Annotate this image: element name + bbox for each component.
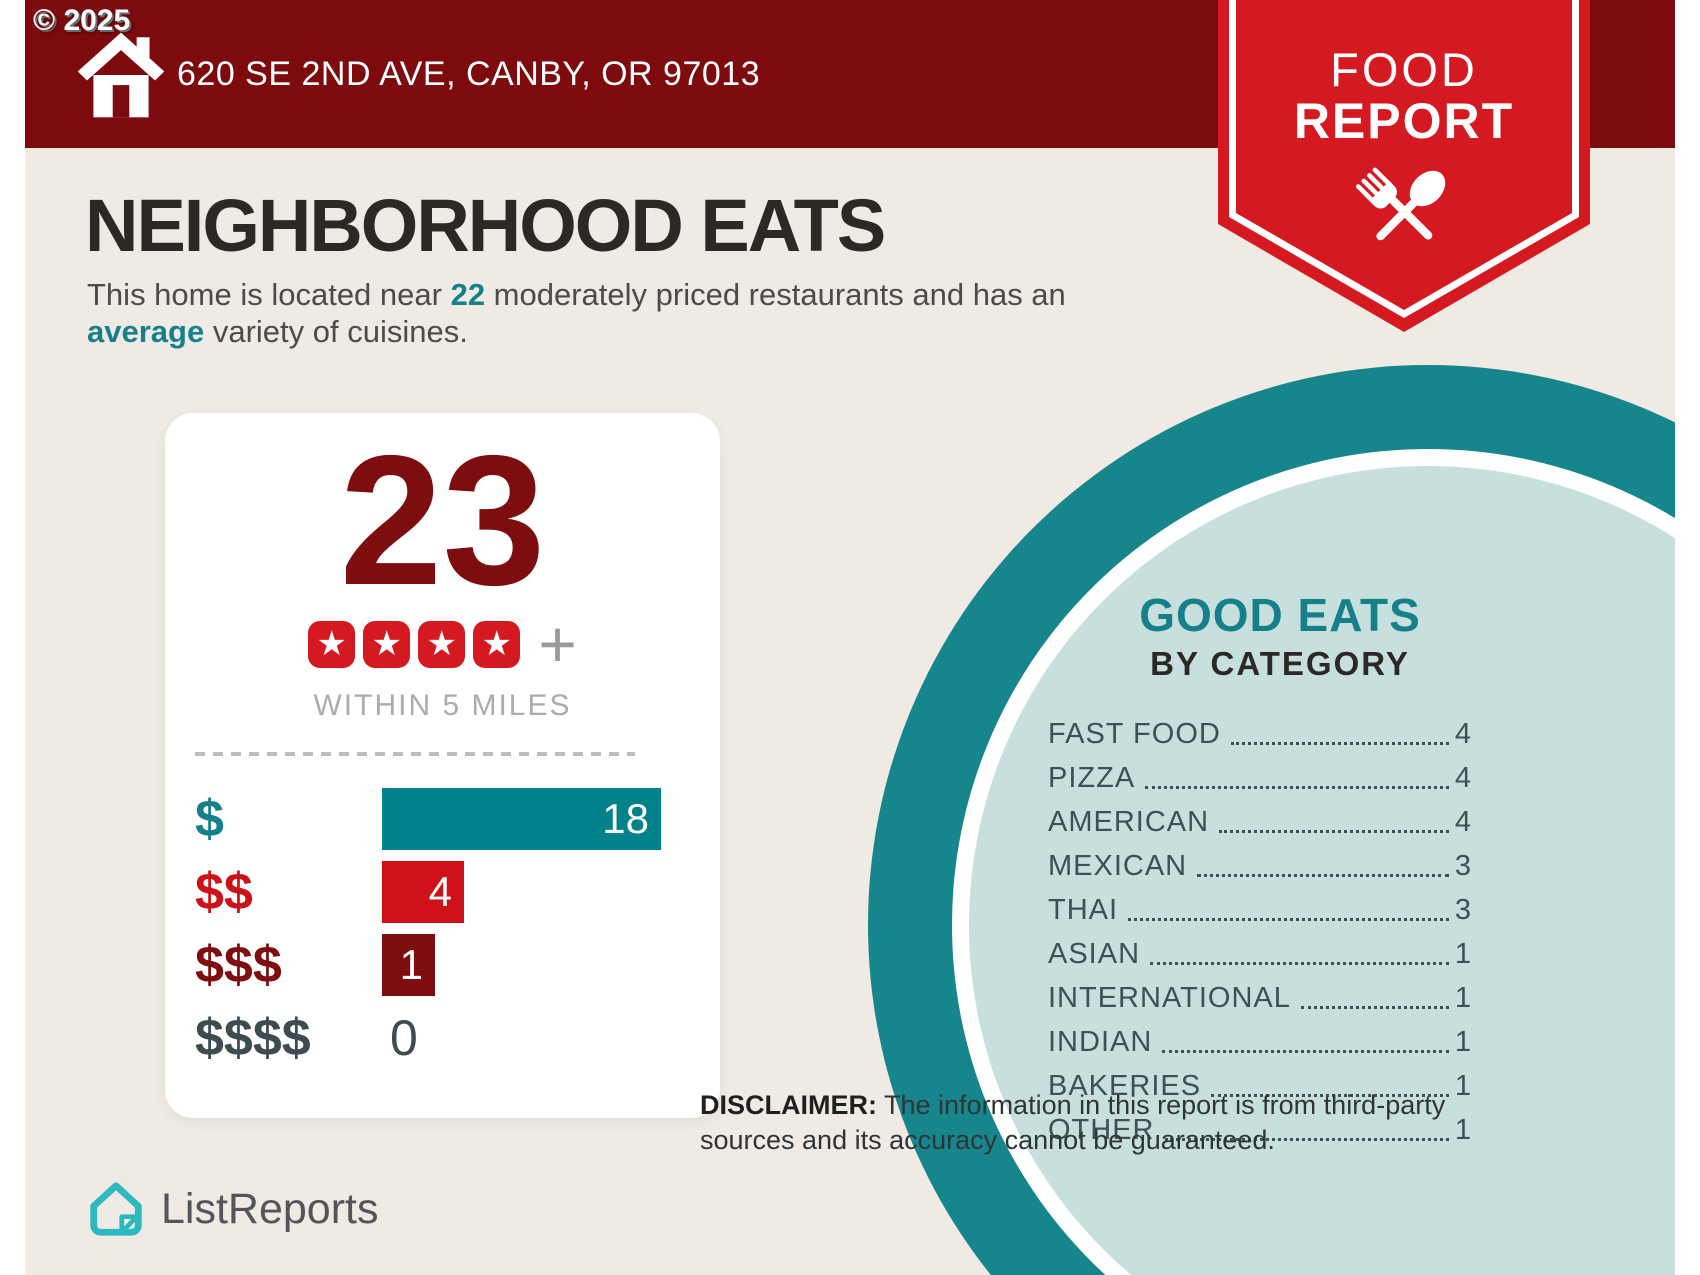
- price-tier-value: 0: [390, 1010, 418, 1066]
- listreports-logo-icon: [90, 1182, 142, 1236]
- dotted-leader: [1230, 742, 1449, 745]
- category-value: 3: [1454, 894, 1472, 926]
- property-address: 620 SE 2ND AVE, CANBY, OR 97013: [177, 54, 761, 93]
- good-eats-title: GOOD EATS: [1139, 589, 1421, 641]
- dotted-leader: [1219, 830, 1449, 833]
- star-rating: ★ ★ ★ ★ +: [165, 606, 720, 681]
- dotted-leader: [1145, 786, 1449, 789]
- intro-part1: This home is located near: [87, 277, 451, 312]
- star-icon: ★: [418, 620, 466, 668]
- good-eats-subtitle: BY CATEGORY: [1150, 645, 1410, 682]
- category-row: AMERICAN 4: [1048, 801, 1472, 845]
- ribbon-shape: [1218, 0, 1590, 332]
- category-row: THAI 3: [1048, 889, 1472, 933]
- price-tier-label: $: [195, 790, 224, 848]
- category-value: 1: [1454, 938, 1472, 970]
- price-tier-bar: 18: [382, 788, 661, 850]
- restaurant-count: 22: [450, 277, 486, 312]
- star-icon: ★: [363, 620, 411, 668]
- category-label: INTERNATIONAL: [1048, 982, 1291, 1014]
- category-row: INDIAN 1: [1048, 1021, 1472, 1065]
- intro-part2: moderately priced restaurants and has an: [485, 277, 1066, 312]
- restaurant-summary-card: 23 ★ ★ ★ ★ + WITHIN 5 MILES $18 $$ 4 $$$ 1 $$$$ 0: [165, 413, 720, 1118]
- category-label: INDIAN: [1048, 1026, 1153, 1058]
- price-tier-value: 18: [602, 795, 649, 842]
- category-value: 3: [1454, 850, 1472, 882]
- page-title: NEIGHBORHOOD EATS: [85, 184, 886, 267]
- listreports-brand: ListReports: [85, 1178, 378, 1240]
- dashed-divider: [195, 752, 635, 756]
- listreports-wordmark: ListReports: [161, 1184, 379, 1233]
- disclaimer-label: DISCLAIMER:: [700, 1090, 877, 1120]
- variety-highlight: average: [87, 314, 205, 349]
- category-label: THAI: [1048, 894, 1119, 926]
- restaurant-total: 23: [339, 418, 546, 624]
- dotted-leader: [1150, 962, 1449, 965]
- price-tier-row: $$$ 1: [195, 934, 720, 996]
- dotted-leader: [1197, 874, 1449, 877]
- category-label: BAKERIES: [1048, 1070, 1202, 1102]
- category-label: FAST FOOD: [1048, 718, 1221, 750]
- price-tier-value: 4: [428, 868, 452, 915]
- category-value: 1: [1454, 1114, 1472, 1146]
- category-row: FAST FOOD 4: [1048, 713, 1472, 757]
- dotted-leader: [1164, 1138, 1449, 1141]
- dotted-leader: [1162, 1050, 1449, 1053]
- report-content-area: © 2025 620 SE 2ND AVE, CANBY, OR 97013 F…: [25, 0, 1675, 1275]
- intro-sentence: This home is located near 22 moderately …: [87, 276, 1097, 350]
- category-row: BAKERIES 1: [1048, 1065, 1472, 1109]
- price-tier-label: $$$: [195, 936, 282, 994]
- star-icon: ★: [473, 620, 521, 668]
- intro-part3: variety of cuisines.: [204, 314, 468, 349]
- price-tier-label: $$$$: [195, 1009, 311, 1067]
- dotted-leader: [1211, 1094, 1449, 1097]
- disclaimer-text: DISCLAIMER: The information in this repo…: [700, 1088, 1500, 1158]
- price-tier-row: $$$$ 0: [195, 1007, 720, 1069]
- price-tier-bar: 4: [382, 861, 464, 923]
- badge-title-line2: REPORT: [1293, 93, 1515, 149]
- star-icon: ★: [308, 620, 356, 668]
- price-tier-row: $18: [195, 788, 720, 850]
- price-tier-value: 1: [399, 941, 423, 988]
- spoon-fork-icon: [1356, 167, 1446, 241]
- dotted-leader: [1300, 1006, 1449, 1009]
- category-row: ASIAN 1: [1048, 933, 1472, 977]
- plus-icon: +: [538, 606, 577, 681]
- category-value: 4: [1454, 806, 1472, 838]
- category-label: AMERICAN: [1048, 806, 1210, 838]
- price-tier-bar: 1: [382, 934, 435, 996]
- category-value: 1: [1454, 1026, 1472, 1058]
- category-value: 4: [1454, 762, 1472, 794]
- category-row: OTHER 1: [1048, 1109, 1472, 1153]
- price-tier-row: $$ 4: [195, 861, 720, 923]
- copyright-text: © 2025: [33, 4, 131, 37]
- category-value: 1: [1454, 1070, 1472, 1102]
- dotted-leader: [1128, 918, 1449, 921]
- category-value: 4: [1454, 718, 1472, 750]
- disclaimer-body: The information in this report is from t…: [700, 1090, 1446, 1155]
- category-row: PIZZA 4: [1048, 757, 1472, 801]
- home-icon: [77, 32, 165, 118]
- category-label: ASIAN: [1048, 938, 1141, 970]
- badge-title-line1: FOOD: [1330, 43, 1478, 96]
- category-value: 1: [1454, 982, 1472, 1014]
- category-row: MEXICAN 3: [1048, 845, 1472, 889]
- price-tier-label: $$: [195, 863, 253, 921]
- category-label: MEXICAN: [1048, 850, 1188, 882]
- category-list: FAST FOOD 4 PIZZA 4 AMERICAN 4 MEXICAN 3 THAI 3 AS…: [1048, 713, 1472, 1153]
- category-row: INTERNATIONAL 1: [1048, 977, 1472, 1021]
- radius-caption: WITHIN 5 MILES: [313, 689, 572, 722]
- price-tier-chart: $18 $$ 4 $$$ 1 $$$$ 0: [195, 788, 720, 1069]
- category-label: PIZZA: [1048, 762, 1136, 794]
- food-report-badge: FOOD REPORT: [1218, 0, 1590, 332]
- category-label: OTHER: [1048, 1114, 1155, 1146]
